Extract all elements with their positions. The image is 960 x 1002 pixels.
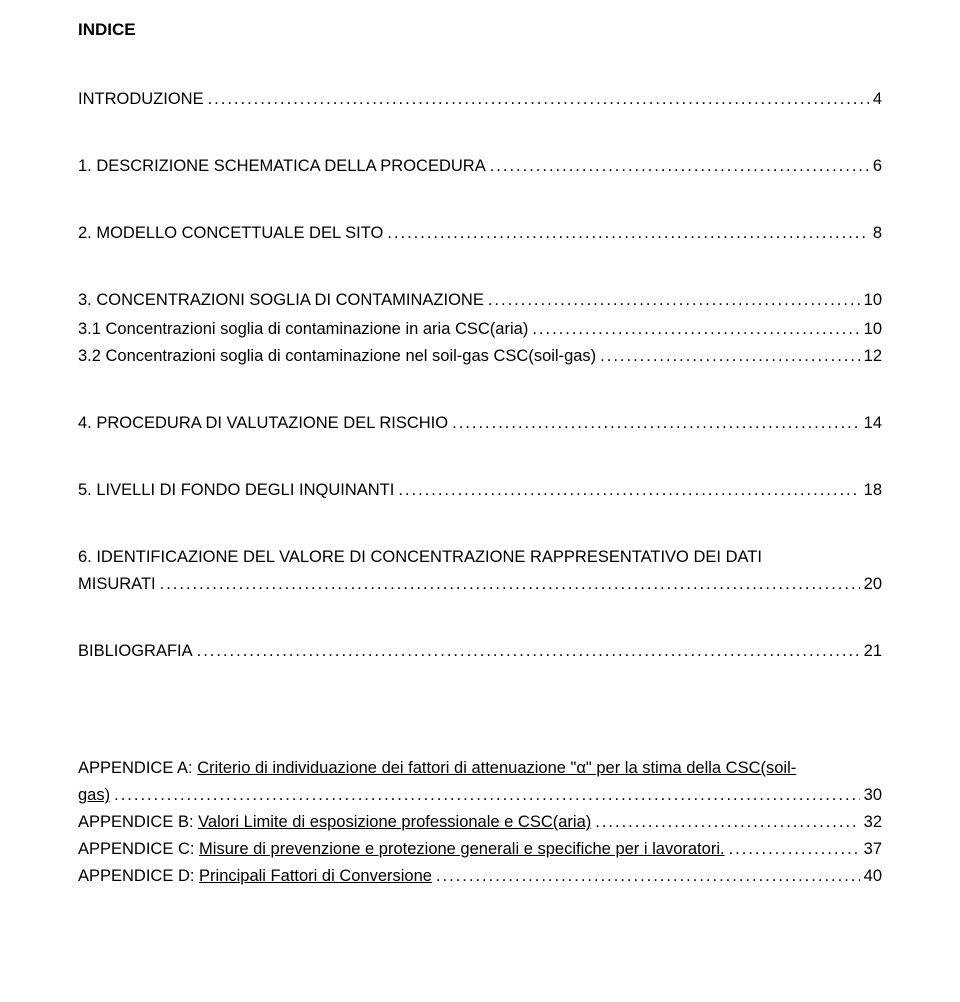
spacer: [78, 528, 882, 548]
spacer: [78, 689, 882, 729]
toc-title: INDICE: [78, 20, 882, 40]
toc-label: 2. MODELLO CONCETTUALE DEL SITO: [78, 224, 383, 243]
toc-entry-appendix-c: APPENDICE C: Misure di prevenzione e pro…: [78, 840, 882, 859]
toc-label-prefix: APPENDICE B:: [78, 813, 198, 831]
toc-entry-2: 2. MODELLO CONCETTUALE DEL SITO 8: [78, 224, 882, 243]
toc-leader-dots: [160, 575, 860, 594]
toc-label: BIBLIOGRAFIA: [78, 642, 193, 661]
toc-entry-appendix-a-line2: gas) 30: [78, 786, 882, 805]
toc-leader-dots: [600, 347, 859, 366]
toc-label-underline: gas): [78, 786, 110, 805]
toc-entry-appendix-a-line1: APPENDICE A: Criterio di individuazione …: [78, 759, 882, 778]
toc-entry-5: 5. LIVELLI DI FONDO DEGLI INQUINANTI 18: [78, 481, 882, 500]
toc-leader-dots: [729, 840, 860, 859]
toc-label-prefix: APPENDICE C:: [78, 840, 199, 858]
spacer: [78, 271, 882, 291]
toc-entry-3-1: 3.1 Concentrazioni soglia di contaminazi…: [78, 320, 882, 339]
toc-page-number: 10: [864, 320, 882, 339]
toc-page-number: 20: [864, 575, 882, 594]
toc-leader-dots: [595, 813, 859, 832]
toc-entry-6-line2: MISURATI 20: [78, 575, 882, 594]
toc-label: APPENDICE D: Principali Fattori di Conve…: [78, 867, 432, 886]
toc-page-number: 37: [864, 840, 882, 859]
toc-page-number: 32: [864, 813, 882, 832]
toc-leader-dots: [490, 157, 869, 176]
toc-label: MISURATI: [78, 575, 156, 594]
spacer: [78, 729, 882, 759]
toc-page-number: 12: [864, 347, 882, 366]
toc-label: 5. LIVELLI DI FONDO DEGLI INQUINANTI: [78, 481, 394, 500]
toc-leader-dots: [488, 291, 860, 310]
spacer: [78, 622, 882, 642]
toc-label-underline: Principali Fattori di Conversione: [199, 867, 432, 885]
toc-label: INTRODUZIONE: [78, 90, 204, 109]
toc-entry-appendix-d: APPENDICE D: Principali Fattori di Conve…: [78, 867, 882, 886]
toc-page-number: 10: [864, 291, 882, 310]
toc-entry-bibliografia: BIBLIOGRAFIA 21: [78, 642, 882, 661]
spacer: [78, 137, 882, 157]
toc-leader-dots: [436, 867, 860, 886]
toc-page-number: 8: [873, 224, 882, 243]
toc-page-number: 40: [864, 867, 882, 886]
toc-label: 3.1 Concentrazioni soglia di contaminazi…: [78, 320, 528, 339]
toc-entry-introduzione: INTRODUZIONE 4: [78, 90, 882, 109]
toc-leader-dots: [452, 414, 860, 433]
toc-page-number: 4: [873, 90, 882, 109]
toc-entry-1: 1. DESCRIZIONE SCHEMATICA DELLA PROCEDUR…: [78, 157, 882, 176]
toc-label: 1. DESCRIZIONE SCHEMATICA DELLA PROCEDUR…: [78, 157, 486, 176]
spacer: [78, 394, 882, 414]
toc-entry-4: 4. PROCEDURA DI VALUTAZIONE DEL RISCHIO …: [78, 414, 882, 433]
toc-entry-6-line1: 6. IDENTIFICAZIONE DEL VALORE DI CONCENT…: [78, 548, 882, 567]
toc-leader-dots: [532, 320, 859, 339]
toc-label: 6. IDENTIFICAZIONE DEL VALORE DI CONCENT…: [78, 548, 762, 566]
spacer: [78, 461, 882, 481]
document-page: INDICE INTRODUZIONE 4 1. DESCRIZIONE SCH…: [0, 0, 960, 914]
toc-entry-3: 3. CONCENTRAZIONI SOGLIA DI CONTAMINAZIO…: [78, 291, 882, 310]
toc-leader-dots: [208, 90, 869, 109]
spacer: [78, 70, 882, 90]
toc-page-number: 6: [873, 157, 882, 176]
spacer: [78, 204, 882, 224]
toc-entry-3-2: 3.2 Concentrazioni soglia di contaminazi…: [78, 347, 882, 366]
toc-label: 4. PROCEDURA DI VALUTAZIONE DEL RISCHIO: [78, 414, 448, 433]
toc-leader-dots: [197, 642, 860, 661]
toc-label-underline: Misure di prevenzione e protezione gener…: [199, 840, 725, 858]
toc-label: APPENDICE C: Misure di prevenzione e pro…: [78, 840, 725, 859]
toc-label: 3.2 Concentrazioni soglia di contaminazi…: [78, 347, 596, 366]
toc-leader-dots: [114, 786, 860, 805]
toc-page-number: 30: [864, 786, 882, 805]
toc-leader-dots: [398, 481, 859, 500]
toc-label-underline: Valori Limite di esposizione professiona…: [198, 813, 591, 831]
toc-page-number: 14: [864, 414, 882, 433]
toc-entry-appendix-b: APPENDICE B: Valori Limite di esposizion…: [78, 813, 882, 832]
toc-page-number: 18: [864, 481, 882, 500]
toc-label-underline: Criterio di individuazione dei fattori d…: [197, 759, 796, 777]
toc-label-prefix: APPENDICE D:: [78, 867, 199, 885]
toc-label-prefix: APPENDICE A:: [78, 759, 197, 777]
toc-label: APPENDICE B: Valori Limite di esposizion…: [78, 813, 591, 832]
toc-label: 3. CONCENTRAZIONI SOGLIA DI CONTAMINAZIO…: [78, 291, 484, 310]
toc-page-number: 21: [864, 642, 882, 661]
toc-leader-dots: [387, 224, 868, 243]
